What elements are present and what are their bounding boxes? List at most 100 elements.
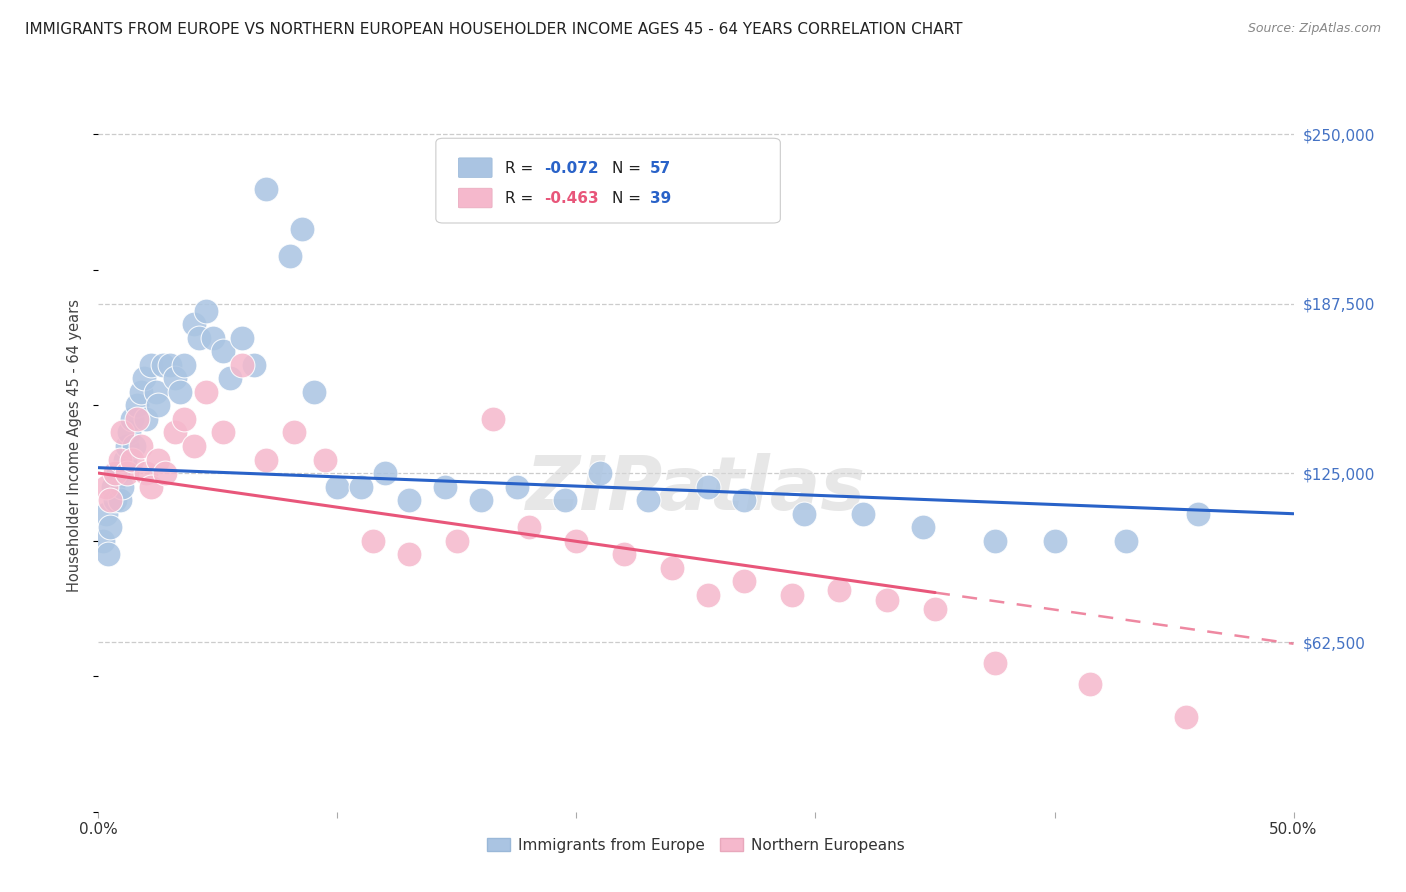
Point	[243, 358, 266, 372]
Point	[554, 493, 576, 508]
Point	[183, 439, 205, 453]
Text: -0.463: -0.463	[544, 191, 599, 206]
Point	[363, 533, 385, 548]
Point	[350, 480, 373, 494]
Point	[155, 466, 177, 480]
Point	[302, 384, 325, 399]
Point	[107, 466, 129, 480]
Point	[984, 533, 1007, 548]
Point	[780, 588, 803, 602]
Point	[697, 588, 720, 602]
Point	[446, 533, 468, 548]
Point	[195, 303, 218, 318]
Point	[517, 520, 540, 534]
Point	[278, 249, 301, 263]
Point	[231, 331, 253, 345]
Point	[1043, 533, 1066, 548]
Point	[94, 507, 117, 521]
Point	[139, 358, 162, 372]
Point	[135, 412, 157, 426]
Point	[1115, 533, 1137, 548]
Point	[195, 384, 218, 399]
Point	[173, 412, 195, 426]
Point	[139, 480, 162, 494]
Point	[114, 452, 136, 467]
Point	[111, 480, 134, 494]
Point	[121, 452, 143, 467]
Y-axis label: Householder Income Ages 45 - 64 years: Householder Income Ages 45 - 64 years	[67, 300, 83, 592]
Point	[104, 466, 127, 480]
Point	[148, 452, 170, 467]
Text: N =: N =	[612, 161, 645, 176]
Point	[470, 493, 492, 508]
Point	[101, 480, 124, 494]
Point	[219, 371, 242, 385]
Point	[828, 582, 851, 597]
Point	[145, 384, 167, 399]
Point	[104, 493, 127, 508]
Point	[163, 425, 186, 440]
Point	[111, 425, 134, 440]
Text: IMMIGRANTS FROM EUROPE VS NORTHERN EUROPEAN HOUSEHOLDER INCOME AGES 45 - 64 YEAR: IMMIGRANTS FROM EUROPE VS NORTHERN EUROP…	[25, 22, 963, 37]
Point	[911, 520, 934, 534]
Point	[291, 222, 314, 236]
Point	[876, 593, 898, 607]
Text: R =: R =	[505, 161, 538, 176]
Point	[434, 480, 457, 494]
Point	[148, 398, 170, 412]
Point	[231, 358, 253, 372]
Point	[183, 317, 205, 331]
Text: N =: N =	[612, 191, 645, 206]
Point	[135, 466, 157, 480]
Text: 57: 57	[650, 161, 671, 176]
Point	[187, 331, 209, 345]
Point	[565, 533, 588, 548]
Text: 39: 39	[650, 191, 671, 206]
Point	[131, 384, 153, 399]
Point	[131, 439, 153, 453]
Point	[211, 425, 233, 440]
Point	[506, 480, 529, 494]
Text: ZIPatlas: ZIPatlas	[526, 453, 866, 526]
Point	[108, 452, 131, 467]
Point	[733, 574, 755, 589]
Point	[852, 507, 875, 521]
Point	[132, 371, 155, 385]
Point	[637, 493, 659, 508]
Point	[398, 547, 420, 561]
Point	[283, 425, 305, 440]
Point	[108, 493, 131, 508]
Legend: Immigrants from Europe, Northern Europeans: Immigrants from Europe, Northern Europea…	[481, 831, 911, 859]
Text: -0.072: -0.072	[544, 161, 599, 176]
Point	[124, 439, 146, 453]
Point	[202, 331, 225, 345]
Point	[97, 547, 120, 561]
Point	[984, 656, 1007, 670]
Text: Source: ZipAtlas.com: Source: ZipAtlas.com	[1247, 22, 1381, 36]
Point	[481, 412, 505, 426]
Point	[398, 493, 420, 508]
Point	[173, 358, 195, 372]
Point	[733, 493, 755, 508]
Point	[91, 533, 114, 548]
Point	[315, 452, 337, 467]
Point	[169, 384, 191, 399]
Point	[1175, 710, 1198, 724]
Point	[94, 480, 117, 494]
Point	[98, 493, 122, 508]
Point	[254, 452, 277, 467]
Text: R =: R =	[505, 191, 538, 206]
Point	[374, 466, 396, 480]
Point	[254, 181, 277, 195]
Point	[211, 344, 233, 359]
Point	[121, 412, 143, 426]
Point	[697, 480, 720, 494]
Point	[793, 507, 815, 521]
Point	[924, 601, 946, 615]
Point	[613, 547, 636, 561]
Point	[326, 480, 349, 494]
Point	[118, 425, 141, 440]
Point	[125, 412, 148, 426]
Point	[661, 561, 683, 575]
Point	[115, 466, 138, 480]
